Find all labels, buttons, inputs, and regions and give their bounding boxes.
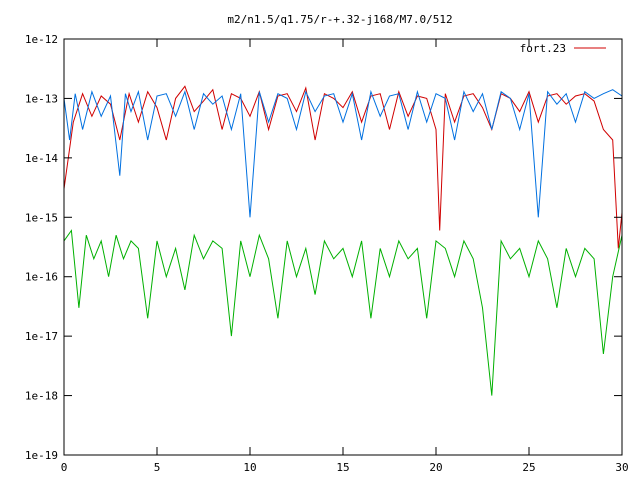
- x-tick-label-1: 5: [154, 461, 161, 474]
- chart-title: m2/n1.5/q1.75/r-+.32-j168/M7.0/512: [227, 13, 452, 26]
- x-tick-label-2: 10: [243, 461, 256, 474]
- y-tick-label-1: 1e-18: [25, 390, 58, 403]
- series-line-1: [63, 85, 623, 249]
- y-tick-label-7: 1e-12: [25, 33, 58, 46]
- ticks-layer: 0 5 10 15 20 25 30 1e-19 1e-18 1e-17 1e-16 1e-15 1e-…: [25, 33, 629, 474]
- y-tick-label-3: 1e-16: [25, 271, 58, 284]
- y-tick-label-2: 1e-17: [25, 330, 58, 343]
- legend-label-fort23: fort.23: [520, 42, 566, 55]
- y-tick-label-5: 1e-14: [25, 152, 58, 165]
- x-tick-label-5: 25: [522, 461, 535, 474]
- series-layer: [63, 85, 623, 396]
- series-line-2: [63, 89, 623, 218]
- y-tick-label-4: 1e-15: [25, 211, 58, 224]
- series-line-3: [63, 229, 623, 396]
- x-tick-label-3: 15: [336, 461, 349, 474]
- x-tick-label-4: 20: [429, 461, 442, 474]
- x-tick-label-6: 30: [615, 461, 628, 474]
- x-tick-label-0: 0: [61, 461, 68, 474]
- y-tick-label-6: 1e-13: [25, 92, 58, 105]
- y-tick-label-0: 1e-19: [25, 449, 58, 462]
- legend: fort.23: [520, 42, 606, 55]
